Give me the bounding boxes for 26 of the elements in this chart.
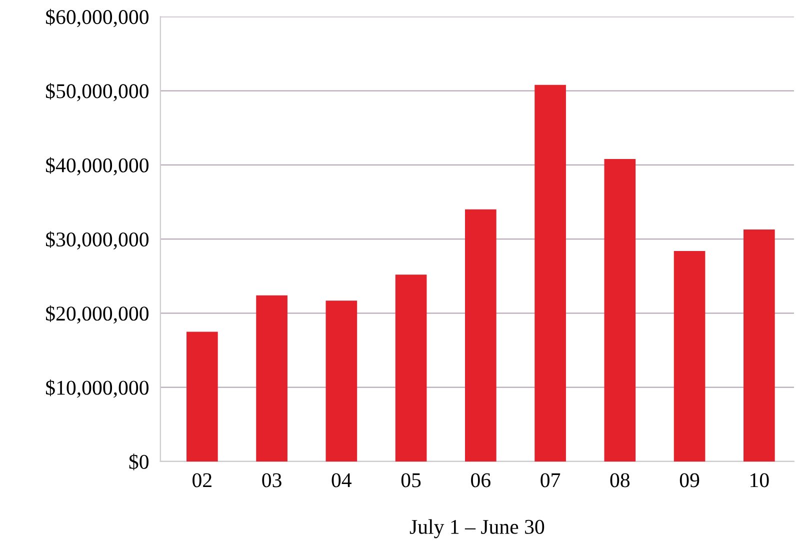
x-tick-label: 02 <box>192 473 212 488</box>
x-tick-label: 06 <box>471 473 490 488</box>
x-axis-title: July 1 – June 30 <box>410 519 544 538</box>
x-tick-label: 03 <box>262 473 282 488</box>
y-tick-label: $50,000,000 <box>46 82 148 102</box>
bar <box>326 300 358 462</box>
x-tick-label: 05 <box>401 473 421 488</box>
bar <box>395 274 427 462</box>
bar <box>534 84 566 462</box>
bar <box>256 295 288 462</box>
y-tick-label: $60,000,000 <box>46 8 148 28</box>
bar <box>186 332 218 462</box>
bar <box>604 159 636 462</box>
x-tick-label: 04 <box>332 473 352 488</box>
x-tick-label: 10 <box>750 473 769 488</box>
y-tick-label: $0 <box>129 454 148 470</box>
bar <box>744 229 775 462</box>
x-tick-label: 09 <box>680 473 700 488</box>
bar <box>674 250 706 462</box>
x-tick-label: 07 <box>540 473 560 488</box>
y-tick-label: $30,000,000 <box>46 231 148 250</box>
y-tick-label: $10,000,000 <box>46 379 148 398</box>
y-tick-label: $40,000,000 <box>46 157 148 176</box>
x-tick-label: 08 <box>610 473 630 488</box>
y-tick-label: $20,000,000 <box>46 305 148 324</box>
bar <box>465 209 496 462</box>
